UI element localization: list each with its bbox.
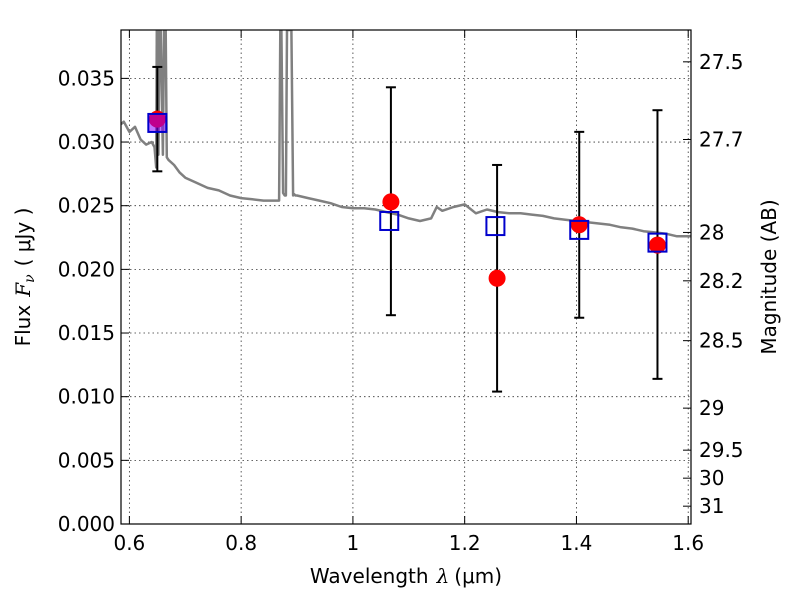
- markers: [147, 110, 668, 287]
- y-tick-label: 0.030: [58, 130, 115, 154]
- plot-frame: [120, 29, 692, 525]
- y-axis-label: FluxFν( μJy ): [11, 208, 38, 347]
- x-tick-label: 1: [347, 531, 360, 555]
- x-axis-label: Wavelength λ (μm): [310, 564, 502, 588]
- y2-tick-label: 28: [699, 220, 724, 244]
- y2-tick-label: 31: [699, 494, 724, 518]
- model-point: [147, 112, 168, 133]
- y2-tick-label: 27.5: [699, 50, 744, 74]
- x-axis-ticks: 0.6 0.8 1 1.2 1.4 1.6: [113, 30, 704, 555]
- y2-tick-label: 28.5: [699, 329, 744, 353]
- model-point: [485, 216, 506, 237]
- model-spectrum-line: [121, 30, 691, 238]
- x-tick-label: 1.2: [449, 531, 481, 555]
- y-tick-label: 0.015: [58, 321, 115, 345]
- y-tick-label: 0.025: [58, 194, 115, 218]
- model-point: [569, 219, 590, 240]
- y-axis-ticks: 0.000 0.005 0.010 0.015 0.020 0.025 0.030 0.035: [58, 66, 129, 536]
- observed-point: [570, 216, 588, 234]
- y-tick-label: 0.005: [58, 448, 115, 472]
- observed-point: [488, 269, 506, 287]
- y2-tick-label: 29.5: [699, 438, 744, 462]
- model-spectrum-layer: [121, 30, 691, 238]
- model-point: [647, 232, 668, 253]
- y2-tick-label: 28.2: [699, 269, 744, 293]
- model-point: [379, 210, 400, 231]
- y2-axis-ticks: 27.5 27.7 28 28.2 28.5 29 29.5 30 31: [683, 50, 744, 518]
- y-tick-label: 0.035: [58, 66, 115, 90]
- y-tick-label: 0.010: [58, 385, 115, 409]
- y-tick-label: 0.020: [58, 257, 115, 281]
- y-tick-label: 0.000: [58, 512, 115, 536]
- x-tick-label: 0.8: [225, 531, 257, 555]
- x-tick-label: 1.6: [672, 531, 704, 555]
- x-tick-label: 0.6: [113, 531, 145, 555]
- y2-tick-label: 27.7: [699, 127, 744, 151]
- x-tick-label: 1.4: [561, 531, 593, 555]
- y2-axis-label: Magnitude (AB): [757, 199, 781, 354]
- y2-tick-label: 29: [699, 396, 724, 420]
- y2-tick-label: 30: [699, 466, 724, 490]
- observed-point: [382, 193, 400, 211]
